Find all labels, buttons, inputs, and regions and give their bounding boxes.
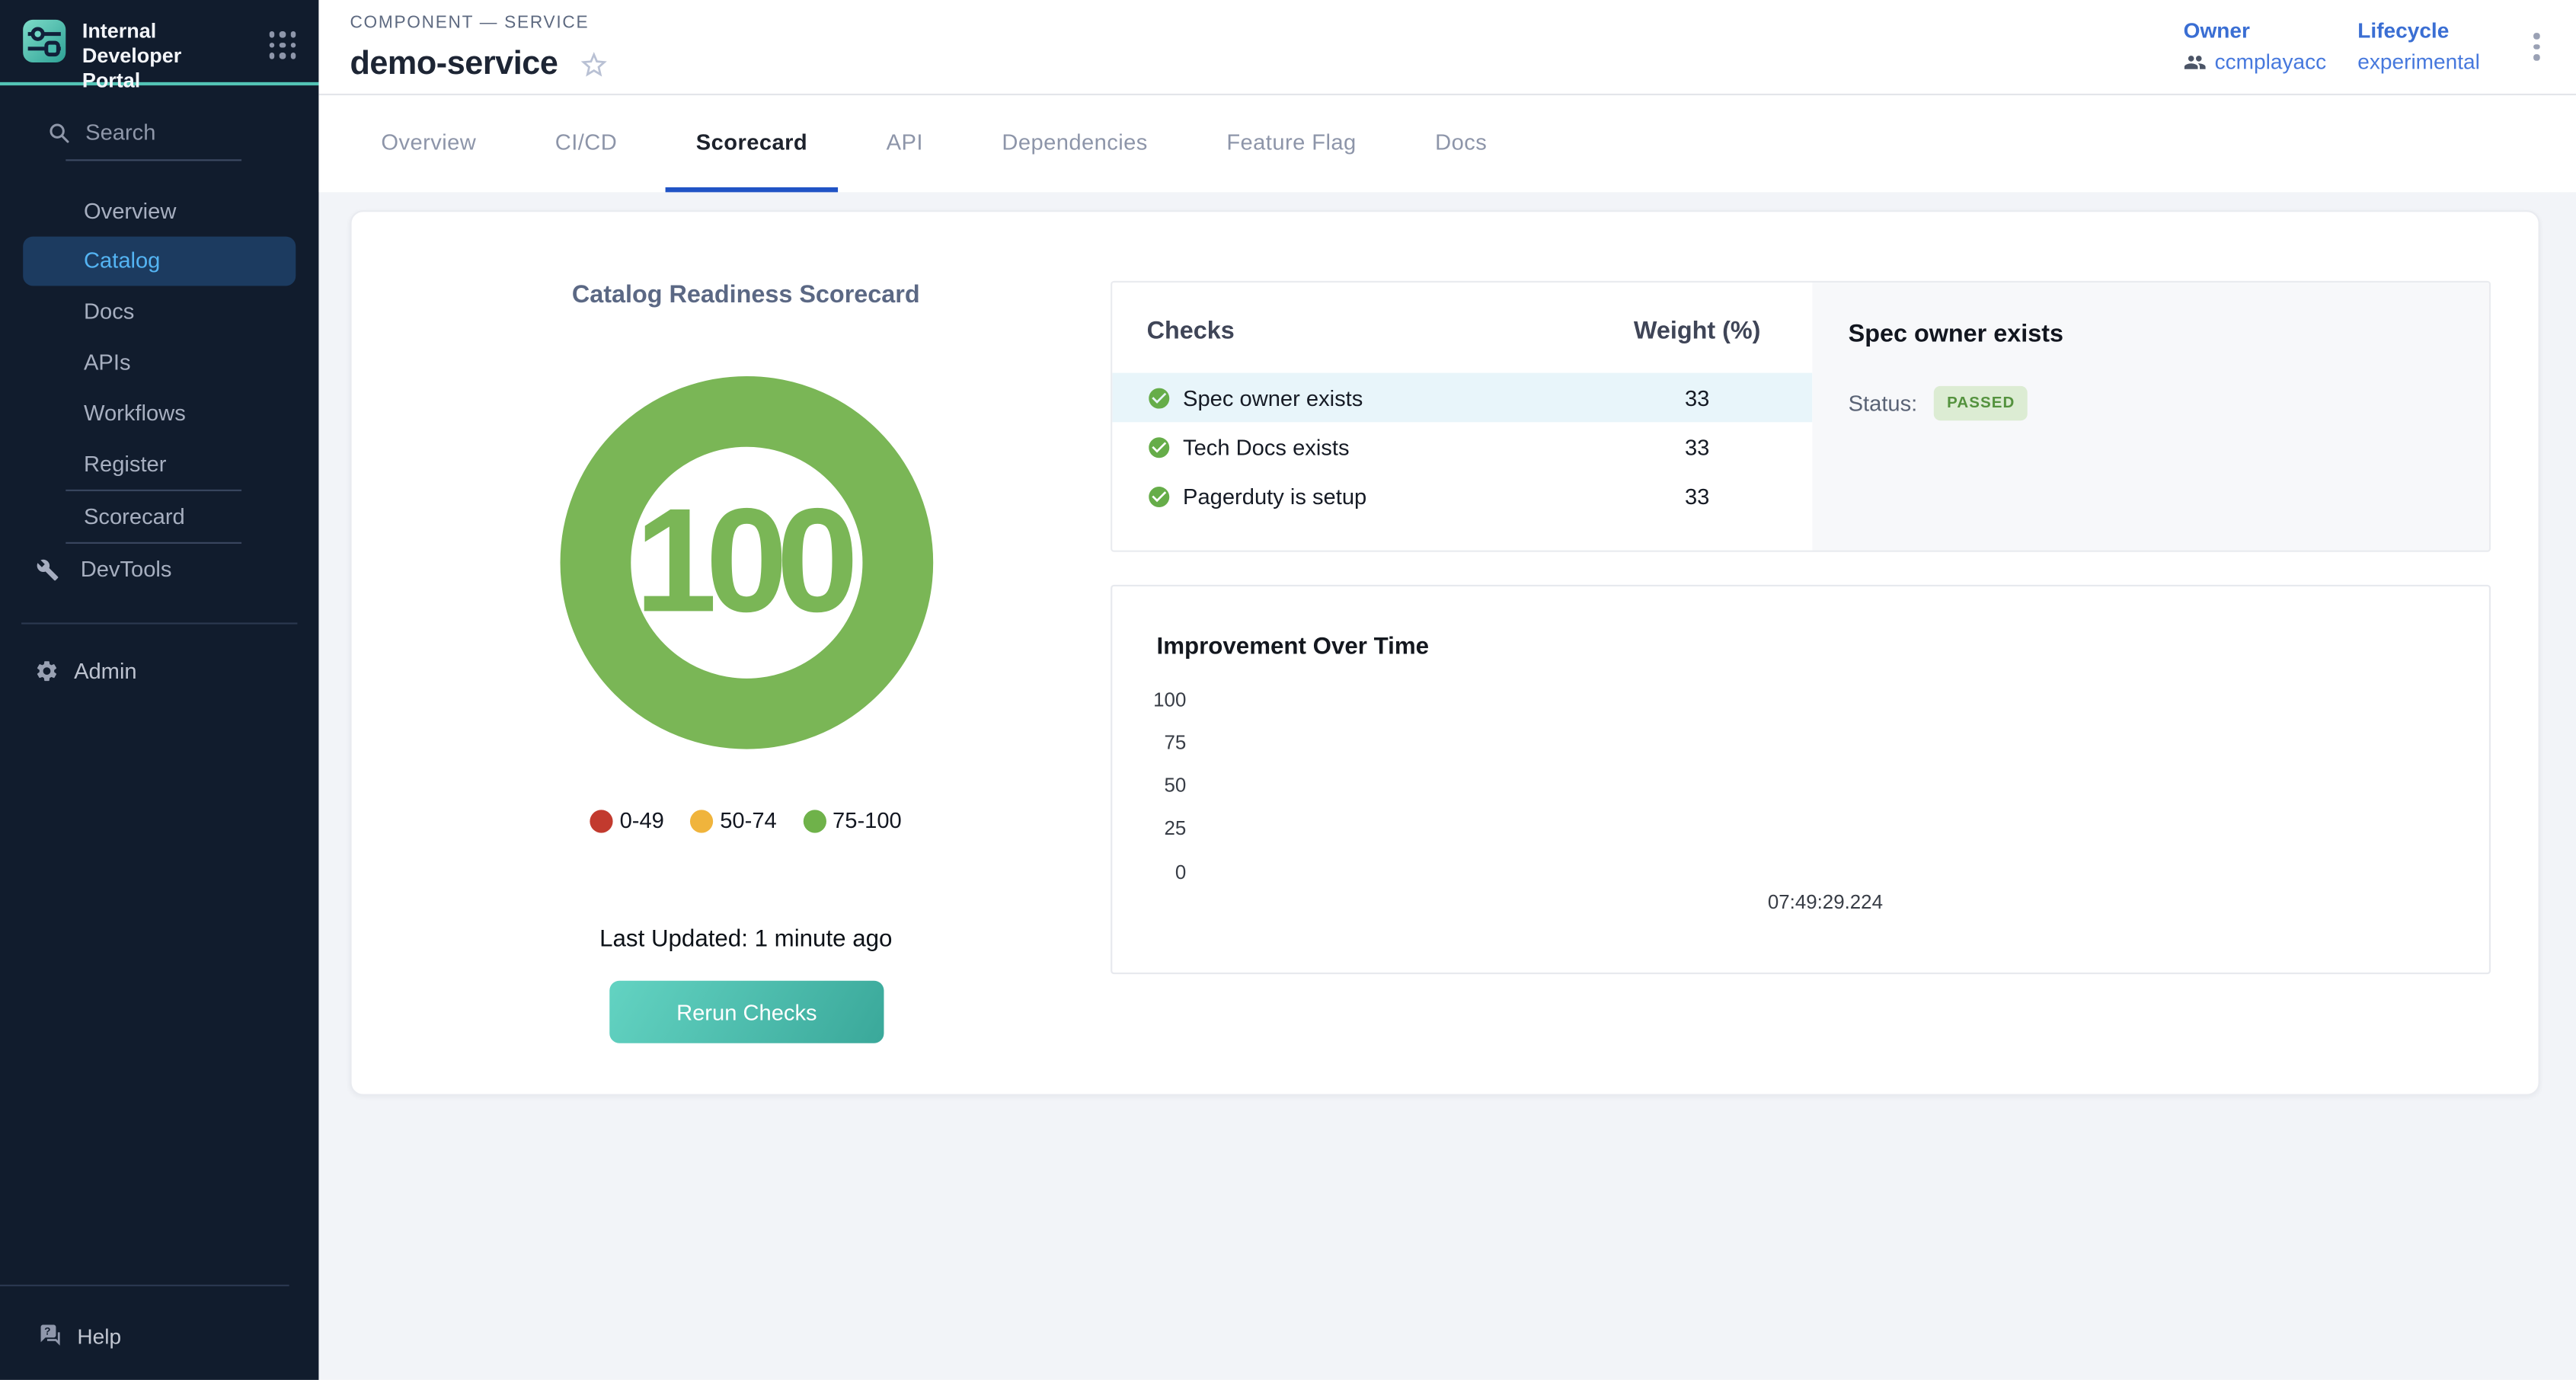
sidebar-section-divider — [21, 623, 297, 625]
y-axis-tick: 50 — [1112, 774, 1186, 797]
y-axis-tick: 100 — [1112, 688, 1186, 711]
portal-logo-icon[interactable] — [23, 20, 66, 62]
sidebar-item-label: DevTools — [81, 544, 172, 595]
checks-table: Checks Weight (%) Spec owner exists 33 T… — [1112, 283, 1812, 551]
sidebar-item-admin[interactable]: Admin — [0, 647, 318, 695]
legend-label: 50-74 — [720, 808, 776, 832]
more-options-icon[interactable] — [2526, 27, 2546, 68]
tab-api[interactable]: API — [855, 95, 954, 192]
y-axis-tick: 25 — [1112, 816, 1186, 839]
search-underline — [66, 159, 241, 161]
portal-title: Internal Developer Portal — [82, 20, 240, 94]
sidebar-nav: Overview Catalog Docs APIs Workflows Reg… — [0, 186, 318, 595]
favorite-star-icon[interactable] — [577, 50, 609, 81]
tab-dependencies[interactable]: Dependencies — [970, 95, 1178, 192]
people-icon — [2184, 50, 2207, 73]
weight-column-header: Weight (%) — [1599, 317, 1796, 345]
apps-grid-icon[interactable] — [269, 31, 296, 59]
tab-cicd[interactable]: CI/CD — [524, 95, 648, 192]
tab-scorecard[interactable]: Scorecard — [665, 95, 839, 192]
entity-tabs: Overview CI/CD Scorecard API Dependencie… — [318, 95, 2576, 192]
help-chat-icon: ? — [36, 1322, 64, 1350]
check-name: Spec owner exists — [1183, 385, 1363, 410]
checks-panel: Checks Weight (%) Spec owner exists 33 T… — [1111, 281, 2491, 552]
sidebar-item-devtools[interactable]: DevTools — [0, 544, 318, 595]
wrench-icon — [36, 557, 59, 580]
sidebar-item-overview[interactable]: Overview — [0, 186, 318, 237]
search-icon — [48, 121, 71, 144]
owner-link[interactable]: ccmplayacc — [2215, 50, 2327, 74]
chart-title: Improvement Over Time — [1157, 634, 1430, 661]
admin-label: Admin — [74, 659, 137, 683]
check-detail-panel: Spec owner exists Status: PASSED — [1812, 283, 2489, 551]
last-updated-text: Last Updated: 1 minute ago — [417, 927, 1075, 954]
main-area: COMPONENT — SERVICE demo-service Owner c… — [318, 0, 2576, 1380]
title-row: demo-service — [350, 46, 609, 84]
page-title: demo-service — [350, 46, 558, 84]
tab-overview[interactable]: Overview — [350, 95, 507, 192]
legend-label: 0-49 — [620, 808, 664, 832]
help-label: Help — [77, 1324, 121, 1349]
legend-item-low: 0-49 — [590, 808, 664, 832]
sidebar-item-catalog[interactable]: Catalog — [23, 237, 296, 286]
sidebar-search-input[interactable]: Search — [48, 120, 319, 144]
score-gauge: 100 — [561, 376, 934, 749]
scorecard-card: Catalog Readiness Scorecard 100 0-49 50-… — [350, 210, 2539, 1096]
legend-label: 75-100 — [833, 808, 902, 832]
status-label: Status: — [1849, 391, 1918, 415]
sidebar-item-register[interactable]: Register — [0, 439, 318, 490]
rerun-checks-button[interactable]: Rerun Checks — [609, 981, 884, 1043]
tab-feature-flag[interactable]: Feature Flag — [1195, 95, 1387, 192]
check-row-spec-owner[interactable]: Spec owner exists 33 — [1112, 373, 1812, 423]
check-name: Tech Docs exists — [1183, 435, 1349, 459]
lifecycle-meta: Lifecycle experimental — [2357, 18, 2480, 74]
app-window: Internal Developer Portal Search Overvie… — [0, 0, 2576, 1380]
tab-docs[interactable]: Docs — [1404, 95, 1518, 192]
legend-dot-amber — [690, 809, 713, 832]
check-row-pagerduty[interactable]: Pagerduty is setup 33 — [1112, 471, 1812, 521]
svg-text:?: ? — [44, 1326, 50, 1337]
entity-header: COMPONENT — SERVICE demo-service Owner c… — [318, 0, 2576, 95]
sidebar-item-scorecard[interactable]: Scorecard — [0, 491, 318, 542]
legend-item-mid: 50-74 — [690, 808, 776, 832]
sidebar-item-apis[interactable]: APIs — [0, 337, 318, 388]
sidebar-footer: ? Help — [0, 1285, 318, 1380]
x-axis-tick: 07:49:29.224 — [1661, 890, 1990, 913]
gear-icon — [34, 659, 59, 683]
owner-label: Owner — [2184, 18, 2326, 43]
circuit-icon — [23, 20, 66, 62]
scorecard-title: Catalog Readiness Scorecard — [417, 281, 1075, 309]
sidebar-item-docs[interactable]: Docs — [0, 286, 318, 337]
status-badge: PASSED — [1934, 386, 2028, 420]
sidebar-header: Internal Developer Portal — [0, 0, 318, 82]
check-row-tech-docs[interactable]: Tech Docs exists 33 — [1112, 422, 1812, 471]
sidebar-item-help[interactable]: ? Help — [0, 1286, 318, 1380]
legend-dot-red — [590, 809, 613, 832]
lifecycle-value: experimental — [2357, 50, 2480, 74]
score-legend: 0-49 50-74 75-100 — [417, 808, 1075, 832]
search-placeholder: Search — [85, 120, 155, 144]
check-detail-title: Spec owner exists — [1849, 321, 2453, 349]
check-weight: 33 — [1599, 435, 1796, 459]
score-value: 100 — [634, 478, 847, 647]
check-weight: 33 — [1599, 385, 1796, 410]
owner-meta: Owner ccmplayacc — [2184, 18, 2326, 74]
y-axis-tick: 75 — [1112, 731, 1186, 754]
checks-column-header: Checks — [1147, 317, 1235, 345]
improvement-chart: Improvement Over Time 100 75 50 25 0 07:… — [1111, 585, 2491, 974]
y-axis-tick: 0 — [1112, 861, 1186, 883]
check-name: Pagerduty is setup — [1183, 484, 1366, 508]
check-circle-icon — [1147, 385, 1171, 410]
check-circle-icon — [1147, 484, 1171, 508]
check-circle-icon — [1147, 435, 1171, 459]
check-weight: 33 — [1599, 484, 1796, 508]
scorecard-content: Catalog Readiness Scorecard 100 0-49 50-… — [318, 210, 2576, 1380]
legend-dot-green — [803, 809, 826, 832]
breadcrumb: COMPONENT — SERVICE — [350, 13, 589, 33]
lifecycle-label: Lifecycle — [2357, 18, 2480, 43]
sidebar: Internal Developer Portal Search Overvie… — [0, 0, 318, 1380]
sidebar-item-workflows[interactable]: Workflows — [0, 388, 318, 439]
legend-item-high: 75-100 — [803, 808, 902, 832]
